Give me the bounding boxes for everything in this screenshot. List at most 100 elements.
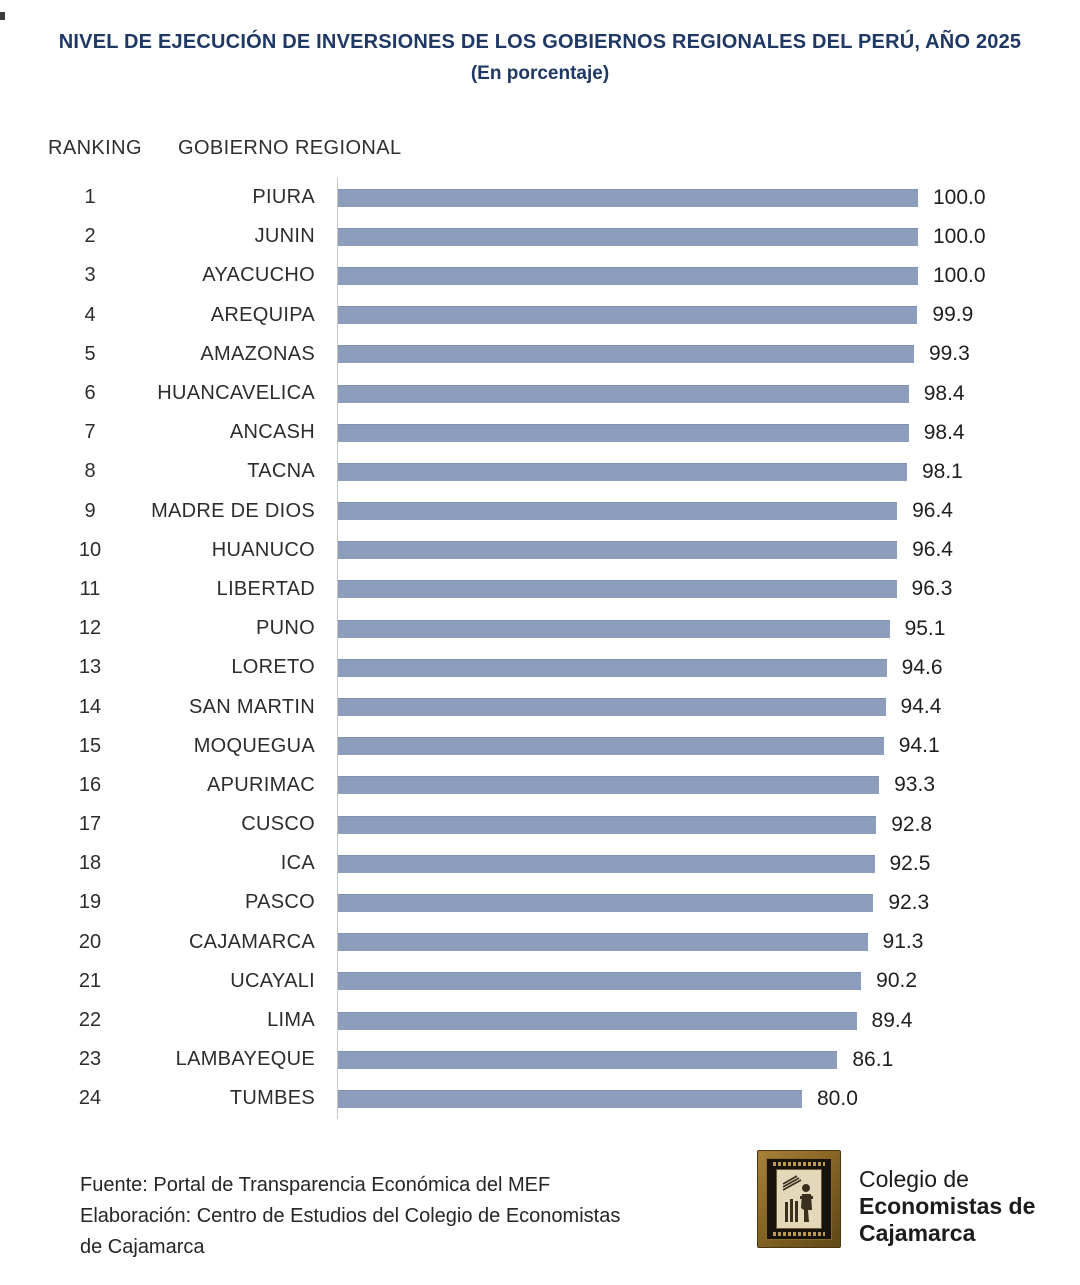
chart-row: 13 LORETO 94.6 <box>0 648 1080 688</box>
column-header-ranking: RANKING <box>48 137 142 159</box>
chart-row: 22 LIMA 89.4 <box>0 1000 1080 1041</box>
rank-label: 8 <box>84 460 96 483</box>
region-label: MADRE DE DIOS <box>151 499 315 522</box>
emblem-figure-drawing <box>782 1175 813 1222</box>
chart-row: 3 AYACUCHO 100.0 <box>0 256 1080 296</box>
rank-label: 7 <box>84 421 96 444</box>
bar <box>338 384 909 403</box>
region-label: PIURA <box>252 186 315 209</box>
column-header-region: GOBIERNO REGIONAL <box>178 137 402 159</box>
region-label: TUMBES <box>229 1087 315 1110</box>
region-label: PUNO <box>256 617 315 640</box>
bar <box>338 619 890 638</box>
rank-label: 24 <box>78 1087 102 1110</box>
rank-label: 3 <box>84 264 96 287</box>
region-label: HUANUCO <box>211 538 315 561</box>
bar-chart: 1 PIURA 100.0 2 JUNIN 100.0 3 AYACUCHO 100.0 4 ARE… <box>0 178 1080 1119</box>
bar-track: 98.4 <box>337 373 1080 414</box>
chart-subtitle: (En porcentaje) <box>470 63 610 84</box>
chart-row: 18 ICA 92.5 <box>0 844 1080 884</box>
chart-row: 8 TACNA 98.1 <box>0 452 1080 492</box>
bar-track: 86.1 <box>337 1040 1080 1080</box>
region-label: HUANCAVELICA <box>157 382 315 405</box>
bar <box>338 893 874 912</box>
value-label: 100.0 <box>933 185 986 209</box>
bar-track: 89.4 <box>337 1000 1080 1041</box>
bar <box>338 541 898 560</box>
bar-track: 92.8 <box>337 805 1080 845</box>
bar-track: 96.4 <box>337 491 1080 531</box>
region-label: AYACUCHO <box>202 264 315 287</box>
bar-track: 94.4 <box>337 687 1080 727</box>
bar <box>338 1011 857 1030</box>
value-label: 99.3 <box>928 342 970 366</box>
bar <box>338 423 909 442</box>
value-label: 91.3 <box>882 930 924 954</box>
bar-track: 99.9 <box>337 295 1080 335</box>
chart-row: 17 CUSCO 92.8 <box>0 805 1080 845</box>
rank-label: 18 <box>78 852 102 875</box>
bar <box>338 227 918 246</box>
chart-row: 11 LIBERTAD 96.3 <box>0 569 1080 610</box>
bar-track: 96.3 <box>337 569 1080 610</box>
colegio-economistas-logo: Colegio de Economistas de Cajamarca <box>757 1150 1035 1248</box>
chart-row: 7 ANCASH 98.4 <box>0 413 1080 453</box>
region-label: PASCO <box>244 891 315 914</box>
scan-artifact <box>0 12 5 20</box>
bar-track: 95.1 <box>337 609 1080 649</box>
bar-track: 91.3 <box>337 922 1080 962</box>
chart-row: 15 MOQUEGUA 94.1 <box>0 726 1080 766</box>
bar-track: 93.3 <box>337 765 1080 805</box>
rank-label: 6 <box>84 382 96 405</box>
chart-row: 9 MADRE DE DIOS 96.4 <box>0 491 1080 531</box>
bar-track: 90.2 <box>337 961 1080 1001</box>
value-label: 96.4 <box>912 538 953 562</box>
chart-row: 6 HUANCAVELICA 98.4 <box>0 373 1080 414</box>
value-label: 94.6 <box>901 655 943 679</box>
value-label: 98.4 <box>923 420 965 444</box>
rank-label: 11 <box>79 577 101 600</box>
bar <box>338 737 884 756</box>
bar <box>338 933 868 952</box>
value-label: 92.5 <box>889 851 931 875</box>
logo-line-economistas: Economistas de <box>859 1193 1036 1219</box>
region-label: AMAZONAS <box>200 342 315 365</box>
logo-line-colegio: Colegio de <box>859 1166 969 1192</box>
bar-track: 94.1 <box>337 726 1080 766</box>
value-label: 96.4 <box>912 499 953 523</box>
bar-track: 92.3 <box>337 883 1080 923</box>
bar <box>338 854 875 873</box>
rank-label: 4 <box>84 303 96 326</box>
value-label: 90.2 <box>876 969 918 993</box>
region-label: SAN MARTIN <box>189 695 315 718</box>
rank-label: 19 <box>78 891 102 914</box>
value-label: 95.1 <box>904 616 946 640</box>
bar <box>338 188 918 207</box>
logo-line-cajamarca: Cajamarca <box>859 1220 976 1246</box>
region-label: ICA <box>280 852 315 875</box>
rank-label: 2 <box>84 225 96 248</box>
rank-label: 17 <box>78 813 102 836</box>
region-label: LAMBAYEQUE <box>175 1048 315 1071</box>
bar-track: 94.6 <box>337 648 1080 688</box>
chart-row: 23 LAMBAYEQUE 86.1 <box>0 1040 1080 1080</box>
value-label: 93.3 <box>894 773 935 797</box>
source-line: Fuente: Portal de Transparencia Económic… <box>80 1174 551 1196</box>
rank-label: 13 <box>78 656 102 679</box>
region-label: UCAYALI <box>230 969 315 992</box>
bar <box>338 776 880 795</box>
bar <box>338 1089 802 1108</box>
emblem-mat <box>766 1158 832 1240</box>
region-label: MOQUEGUA <box>193 734 315 757</box>
chart-row: 19 PASCO 92.3 <box>0 883 1080 923</box>
chart-row: 20 CAJAMARCA 91.3 <box>0 922 1080 962</box>
rank-label: 9 <box>84 499 96 522</box>
region-label: CAJAMARCA <box>188 930 315 953</box>
rank-label: 10 <box>78 538 102 561</box>
region-label: LIMA <box>267 1009 315 1032</box>
region-label: LORETO <box>231 656 315 679</box>
chart-row: 10 HUANUCO 96.4 <box>0 530 1080 570</box>
chart-row: 5 AMAZONAS 99.3 <box>0 334 1080 374</box>
rank-label: 21 <box>78 969 102 992</box>
